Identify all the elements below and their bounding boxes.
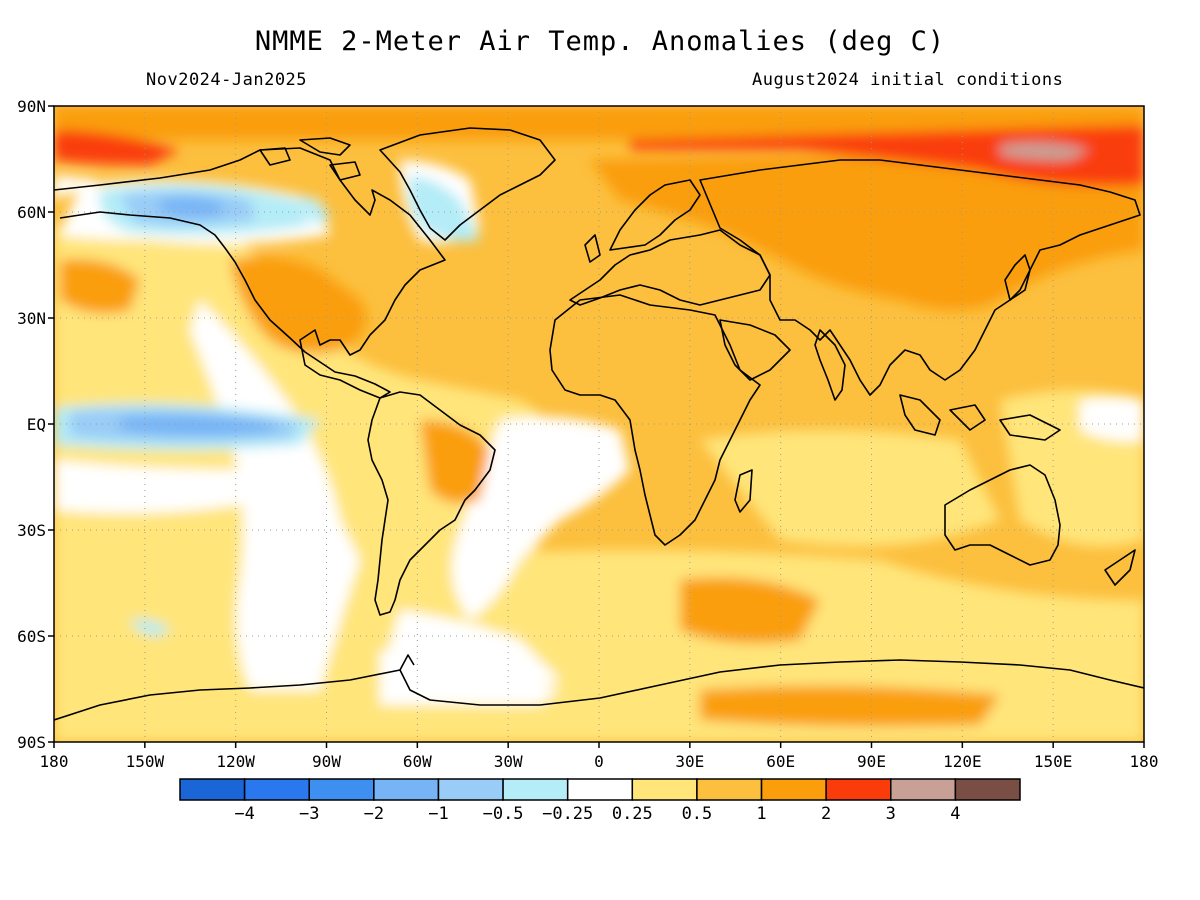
coast-australia: [944, 464, 1061, 566]
lat-label: 30S: [17, 521, 46, 540]
coast-madagascar: [734, 469, 753, 513]
coast-scandinavia: [609, 179, 701, 251]
forecast-period: Nov2024-Jan2025: [146, 70, 308, 90]
field-white-east-pacific: [190, 300, 360, 690]
lon-label: 0: [594, 752, 604, 771]
lon-label: 30E: [675, 752, 704, 771]
field-white-weddell: [380, 650, 560, 705]
coast-new-zealand: [1104, 549, 1136, 586]
coastlines: [54, 127, 1144, 721]
colorbar-label: 0.25: [612, 804, 653, 824]
colorbar-swatch: [179, 778, 246, 801]
lon-label: 180: [40, 752, 69, 771]
coast-antarctic-peninsula: [399, 654, 415, 671]
field-grey-kara: [1000, 142, 1090, 161]
colorbar-label: 3: [886, 804, 896, 824]
colorbar-label: −0.25: [542, 804, 593, 824]
axis-ticks: 180 150W 120W 90W 60W 30W 0 30E 60E 90E 120E 150E 18…: [17, 97, 1158, 771]
graticule: [54, 106, 1144, 742]
colorbar-swatch: [825, 778, 892, 801]
coast-india: [814, 329, 846, 401]
field-lightblue-hudson: [300, 195, 330, 225]
field-orange-north-america: [230, 256, 367, 354]
field-orange-north-pacific: [60, 259, 140, 314]
lon-label: 120W: [216, 752, 255, 771]
colorbar-swatch: [243, 778, 310, 801]
lat-label: 60S: [17, 627, 46, 646]
lat-label: 30N: [17, 309, 46, 328]
colorbar-swatch: [760, 778, 827, 801]
lat-label: 90N: [17, 97, 46, 116]
map-title: NMME 2-Meter Air Temp. Anomalies (deg C): [254, 26, 946, 57]
colorbar-label: 4: [950, 804, 960, 824]
coast-south-america: [367, 391, 496, 616]
field-lightblue-labrador: [409, 175, 480, 242]
field-pale-indian: [700, 430, 1000, 547]
colorbar-swatch: [954, 778, 1021, 801]
colorbar-label: −3: [299, 804, 319, 824]
field-blue-equatorial-core: [120, 415, 280, 436]
coast-north-america: [54, 147, 446, 399]
colorbar-label: −0.5: [483, 804, 524, 824]
colorbar-swatch: [308, 778, 375, 801]
field-orange-arctic: [54, 106, 1144, 140]
colorbar-swatch: [696, 778, 763, 801]
lat-label: EQ: [27, 415, 46, 434]
lon-label: 90E: [857, 752, 886, 771]
field-blue-alaska-core: [160, 197, 225, 217]
lon-label: 90W: [312, 752, 341, 771]
lon-label: 120E: [943, 752, 982, 771]
lat-label: 60N: [17, 203, 46, 222]
colorbar-label: −2: [364, 804, 384, 824]
field-red-beaufort: [54, 130, 180, 165]
coast-antarctica: [54, 659, 1144, 721]
colorbar-label: −4: [234, 804, 254, 824]
anomaly-field: [54, 106, 1144, 742]
lon-label: 150E: [1034, 752, 1073, 771]
initial-conditions: August2024 initial conditions: [752, 70, 1064, 90]
field-white-west-pacific: [1080, 397, 1144, 442]
colorbar-swatch: [631, 778, 698, 801]
field-red-siberian-arctic: [630, 125, 1144, 186]
lat-label: 90S: [17, 733, 46, 752]
coast-africa: [549, 294, 761, 546]
coast-arctic-archipelago: [259, 137, 361, 181]
colorbar-swatch: [373, 778, 440, 801]
coast-arabia: [719, 319, 791, 381]
lon-label: 180: [1130, 752, 1159, 771]
lon-label: 60W: [403, 752, 432, 771]
coast-asia: [699, 159, 1141, 396]
field-orange-antarctica: [700, 686, 1000, 727]
colorbar-swatch: [502, 778, 569, 801]
colorbar-label: 1: [756, 804, 766, 824]
lon-label: 30W: [494, 752, 523, 771]
colorbar-label: 2: [821, 804, 831, 824]
field-white-atlantic: [452, 416, 630, 620]
field-white-equatorial-pacific: [54, 460, 270, 514]
colorbar-label: 0.5: [682, 804, 713, 824]
coast-greenland: [379, 127, 556, 241]
coast-southeast-asia: [899, 394, 1061, 441]
colorbar: −4 −3 −2 −1 −0.5 −0.25 0.25 0.5 1 2 3 4: [179, 778, 1021, 824]
field-orange-eurasia: [590, 150, 1144, 310]
coast-uk: [584, 234, 601, 263]
lon-label: 60E: [766, 752, 795, 771]
colorbar-swatch: [890, 778, 957, 801]
colorbar-swatch: [566, 778, 634, 801]
coast-japan: [1004, 254, 1031, 301]
field-orange-south-america: [420, 420, 490, 504]
field-orange-south-indian: [680, 577, 820, 644]
colorbar-swatch: [437, 778, 504, 801]
field-lightblue-south-pacific: [130, 619, 170, 636]
colorbar-label: −1: [428, 804, 448, 824]
lon-label: 150W: [126, 752, 165, 771]
